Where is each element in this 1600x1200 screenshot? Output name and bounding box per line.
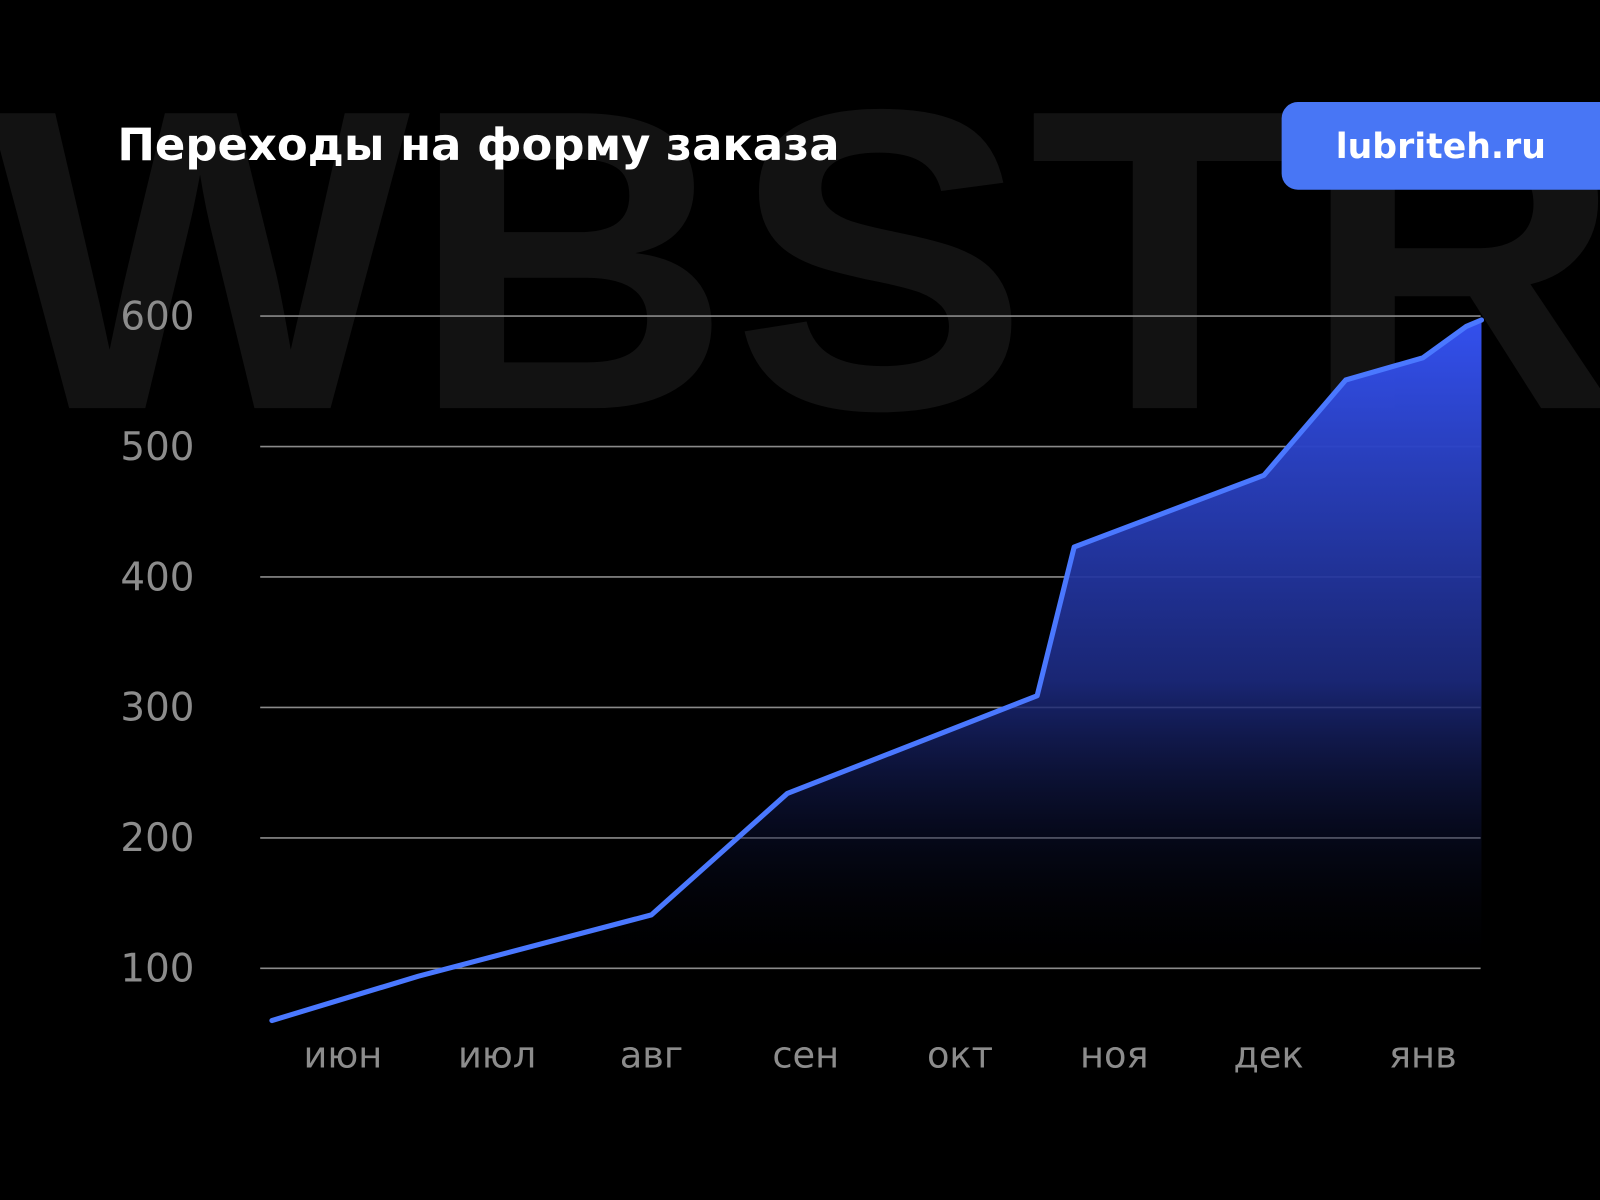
x-tick-label: июл: [458, 1033, 536, 1076]
y-tick-label: 600: [120, 294, 194, 339]
x-tick-label: янв: [1389, 1033, 1457, 1076]
y-tick-label: 300: [120, 686, 194, 731]
x-tick-label: окт: [927, 1033, 993, 1076]
chart-title: Переходы на форму заказа: [117, 118, 839, 171]
x-tick-label: ноя: [1080, 1033, 1149, 1076]
site-badge[interactable]: lubriteh.ru: [1281, 102, 1600, 190]
y-tick-label: 200: [120, 816, 194, 861]
x-tick-label: авг: [620, 1033, 683, 1076]
x-tick-label: сен: [772, 1033, 839, 1076]
y-tick-label: 500: [120, 425, 194, 470]
badge-label[interactable]: lubriteh.ru: [1336, 127, 1546, 167]
x-tick-label: дек: [1233, 1033, 1303, 1076]
x-tick-label: июн: [303, 1033, 382, 1076]
y-tick-label: 400: [120, 555, 194, 600]
badge-background: [1281, 102, 1600, 190]
y-tick-label: 100: [120, 947, 194, 992]
area-fill: [418, 319, 1482, 977]
